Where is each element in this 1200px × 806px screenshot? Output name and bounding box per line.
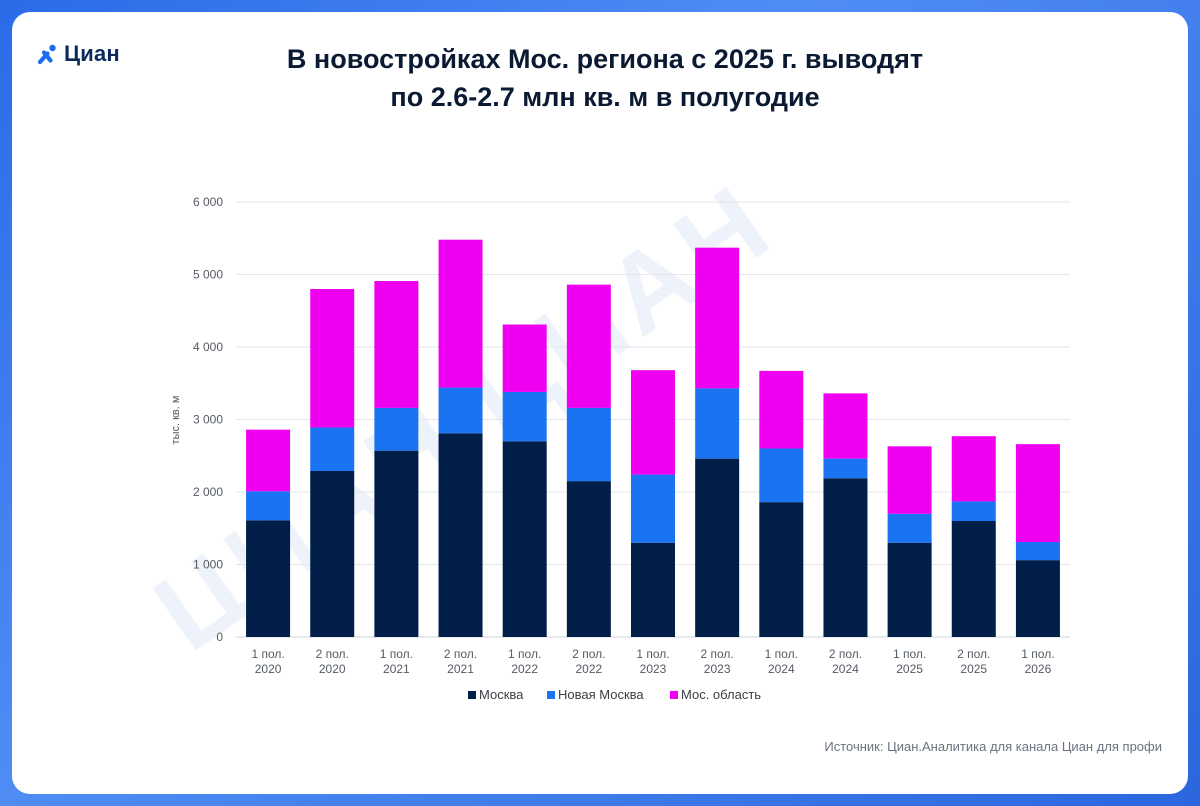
legend-swatch [468, 691, 476, 699]
y-tick-label: 3 000 [193, 413, 223, 427]
bar-segment [310, 289, 355, 428]
y-tick-label: 1 000 [193, 558, 223, 572]
x-tick-label: 2023 [640, 662, 667, 676]
y-tick-label: 2 000 [193, 485, 223, 499]
cian-logo-icon [37, 44, 56, 65]
y-tick-label: 4 000 [193, 340, 223, 354]
y-tick-label: 0 [216, 630, 223, 644]
bar-segment [695, 247, 740, 389]
bar-segment [887, 513, 932, 543]
bar-segment [695, 458, 740, 637]
x-tick-label: 2021 [447, 662, 474, 676]
bar-segment [502, 324, 547, 392]
x-tick-label: 2025 [960, 662, 987, 676]
bar-segment [1015, 444, 1060, 543]
bar-segment [823, 478, 868, 637]
bar-segment [887, 446, 932, 514]
bar-segment [1015, 542, 1060, 561]
y-tick-label: 6 000 [193, 195, 223, 209]
bar-segment [631, 370, 675, 475]
x-tick-label: 2 пол. [957, 647, 990, 661]
bar-segment [887, 542, 932, 637]
bar-segment [502, 441, 547, 637]
x-tick-label: 2022 [511, 662, 538, 676]
bar-segment [759, 370, 804, 449]
bar-segment [438, 239, 483, 388]
x-tick-label: 2022 [575, 662, 602, 676]
y-axis-label: тыс. кв. м [170, 396, 182, 445]
source-note: Источник: Циан.Аналитика для канала Циан… [824, 739, 1162, 754]
bar-segment [374, 450, 419, 637]
x-tick-label: 2 пол. [316, 647, 349, 661]
bar-segment [374, 407, 419, 451]
legend-swatch [670, 691, 678, 699]
bar-segment [759, 502, 804, 637]
x-tick-label: 2020 [319, 662, 346, 676]
bar-segment [566, 481, 611, 637]
x-tick-label: 2 пол. [829, 647, 862, 661]
x-tick-label: 1 пол. [893, 647, 926, 661]
x-tick-label: 2025 [896, 662, 923, 676]
x-tick-label: 1 пол. [636, 647, 669, 661]
x-tick-label: 1 пол. [380, 647, 413, 661]
legend-label: Мос. область [681, 687, 761, 702]
bar-segment [631, 474, 675, 543]
x-tick-label: 1 пол. [251, 647, 284, 661]
brand-name: Циан [64, 41, 120, 66]
legend-label: Новая Москва [558, 687, 644, 702]
x-tick-label: 2023 [704, 662, 731, 676]
title-line-1: В новостройках Мос. региона с 2025 г. вы… [286, 44, 924, 74]
y-tick-label: 5 000 [193, 268, 223, 282]
bar-segment [951, 521, 996, 637]
x-tick-label: 2024 [832, 662, 859, 676]
x-tick-label: 2 пол. [572, 647, 605, 661]
x-tick-label: 2 пол. [444, 647, 477, 661]
bar-segment [438, 433, 483, 637]
bar-segment [823, 393, 868, 459]
legend-label: Москва [479, 687, 524, 702]
x-tick-label: 1 пол. [508, 647, 541, 661]
bar-segment [759, 448, 804, 503]
bar-segment [374, 281, 419, 408]
bar-segment [502, 391, 547, 442]
legend-swatch [547, 691, 555, 699]
bar-segment [951, 436, 996, 502]
x-tick-label: 2024 [768, 662, 795, 676]
bar-segment [695, 388, 740, 459]
brand-logo[interactable]: Циан [36, 40, 120, 68]
bar-segment [310, 470, 355, 637]
bar-segment [310, 427, 355, 471]
bar-segment [566, 407, 611, 482]
bar-segment [246, 491, 291, 521]
bar-segment [951, 501, 996, 521]
x-tick-label: 1 пол. [765, 647, 798, 661]
chart-title: В новостройках Мос. региона с 2025 г. вы… [162, 40, 1048, 116]
x-tick-label: 1 пол. [1021, 647, 1054, 661]
x-tick-label: 2 пол. [701, 647, 734, 661]
x-tick-label: 2026 [1025, 662, 1052, 676]
bar-segment [246, 429, 291, 492]
x-tick-label: 2021 [383, 662, 410, 676]
bar-segment [823, 458, 868, 479]
chart-card: ЦИАН ЦИАН Циан В новостройках Мос. регио… [12, 12, 1188, 794]
bar-segment [566, 284, 611, 408]
x-tick-label: 2020 [255, 662, 282, 676]
bar-segment [438, 387, 483, 434]
bar-segment [1015, 560, 1060, 637]
title-line-2: по 2.6-2.7 млн кв. м в полугодие [390, 82, 820, 112]
bar-segment [246, 520, 291, 637]
bar-segment [631, 542, 675, 637]
